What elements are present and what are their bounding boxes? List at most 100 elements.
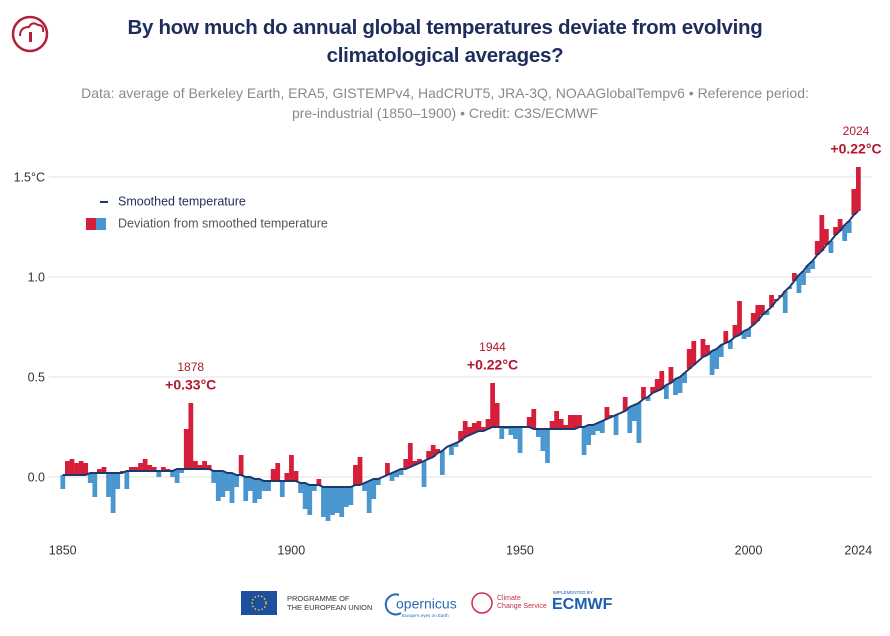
deviation-bar bbox=[357, 457, 363, 485]
deviation-bar bbox=[110, 473, 116, 513]
deviation-bar bbox=[855, 167, 861, 211]
deviation-bar bbox=[407, 443, 413, 467]
ecmwf-note: IMPLEMENTED BY bbox=[553, 590, 593, 595]
deviation-bar bbox=[540, 429, 546, 451]
deviation-bar bbox=[613, 415, 619, 435]
deviation-bar bbox=[74, 463, 79, 475]
deviation-bar bbox=[211, 471, 217, 483]
deviation-bar bbox=[293, 471, 299, 481]
x-tick-label: 1950 bbox=[506, 543, 534, 557]
deviation-bar bbox=[490, 383, 495, 427]
deviation-bar bbox=[302, 483, 308, 509]
deviation-bar bbox=[78, 461, 84, 475]
chart-title: By how much do annual global temperature… bbox=[127, 16, 763, 67]
deviation-bar bbox=[206, 465, 212, 469]
deviation-bar bbox=[106, 473, 111, 497]
deviation-bar bbox=[188, 403, 194, 469]
deviation-bar bbox=[307, 485, 313, 515]
deviation-bar bbox=[682, 373, 688, 383]
x-tick-label: 2024 bbox=[844, 543, 872, 557]
x-tick-label: 1900 bbox=[277, 543, 305, 557]
deviation-bar bbox=[572, 415, 578, 429]
deviation-bar bbox=[531, 409, 537, 429]
deviation-bar bbox=[650, 387, 656, 393]
deviation-bar bbox=[375, 479, 381, 485]
deviation-bar bbox=[353, 465, 358, 485]
deviation-bar bbox=[193, 461, 198, 469]
deviation-bar bbox=[718, 345, 724, 357]
y-tick-label: 0.5 bbox=[28, 370, 45, 384]
deviation-bar bbox=[92, 473, 98, 497]
ecmwf-text: ECMWF bbox=[552, 596, 613, 613]
deviation-bar bbox=[654, 379, 660, 391]
deviation-bar bbox=[554, 411, 560, 429]
deviation-bar bbox=[846, 221, 852, 233]
deviation-bar bbox=[115, 473, 121, 489]
c3s-text: Climate bbox=[497, 595, 521, 602]
deviation-bar bbox=[833, 227, 838, 235]
deviation-bar bbox=[508, 427, 514, 435]
deviation-bar bbox=[238, 455, 244, 475]
deviation-bar bbox=[366, 481, 372, 513]
deviation-bar bbox=[97, 469, 102, 473]
deviation-bar bbox=[412, 461, 418, 465]
deviation-bar bbox=[403, 459, 409, 469]
deviation-bar bbox=[430, 445, 436, 457]
deviation-bar bbox=[458, 431, 463, 441]
eu-text: THE EUROPEAN UNION bbox=[287, 603, 372, 612]
y-tick-label: 1.5°C bbox=[14, 170, 45, 184]
deviation-bar bbox=[449, 445, 454, 455]
deviation-bar bbox=[279, 481, 285, 497]
deviation-bar bbox=[197, 465, 203, 469]
eu-flag bbox=[241, 591, 277, 615]
x-tick-label: 2000 bbox=[735, 543, 763, 557]
deviation-bar bbox=[705, 345, 710, 355]
deviation-bar bbox=[243, 477, 249, 501]
deviation-bar bbox=[174, 469, 180, 483]
deviation-bar bbox=[229, 473, 235, 503]
deviation-bar bbox=[581, 427, 587, 455]
annotation-value: +0.22°C bbox=[467, 357, 518, 373]
deviation-bar bbox=[321, 487, 326, 517]
deviation-bar bbox=[622, 397, 628, 411]
x-tick-label: 1850 bbox=[49, 543, 77, 557]
deviation-bar bbox=[796, 275, 802, 293]
deviation-bar bbox=[837, 219, 843, 231]
deviation-bar bbox=[183, 429, 189, 469]
deviation-bar bbox=[805, 265, 811, 273]
deviation-bar bbox=[234, 475, 239, 487]
deviation-bar bbox=[577, 415, 582, 427]
deviation-bar bbox=[142, 459, 148, 471]
legend-label: Smoothed temperature bbox=[118, 194, 246, 208]
deviation-bar bbox=[60, 475, 66, 489]
deviation-bar bbox=[586, 425, 592, 445]
deviation-bar bbox=[151, 467, 157, 471]
deviation-bar bbox=[686, 349, 692, 369]
deviation-bar bbox=[604, 407, 610, 419]
deviation-bar bbox=[641, 387, 646, 399]
y-tick-label: 1.0 bbox=[28, 270, 45, 284]
deviation-bar bbox=[334, 487, 340, 513]
eu-text: PROGRAMME OF bbox=[287, 594, 350, 603]
deviation-bar bbox=[476, 421, 482, 431]
deviation-bar bbox=[435, 449, 441, 453]
deviation-bar bbox=[330, 487, 335, 515]
deviation-bar bbox=[567, 415, 573, 429]
legend-label: Deviation from smoothed temperature bbox=[118, 216, 328, 230]
deviation-bar bbox=[266, 481, 271, 491]
deviation-bar bbox=[741, 331, 747, 339]
deviation-bar bbox=[636, 403, 642, 443]
deviation-bar bbox=[481, 427, 486, 431]
deviation-bar bbox=[810, 261, 816, 269]
deviation-bar bbox=[339, 487, 345, 517]
deviation-bar bbox=[170, 471, 175, 477]
deviation-bar bbox=[343, 487, 349, 507]
deviation-bar bbox=[311, 485, 317, 491]
deviation-bar bbox=[247, 477, 253, 491]
deviation-bar bbox=[517, 427, 523, 453]
deviation-bar bbox=[462, 421, 468, 437]
deviation-bar bbox=[471, 423, 477, 433]
annotation-value: +0.33°C bbox=[165, 377, 216, 393]
